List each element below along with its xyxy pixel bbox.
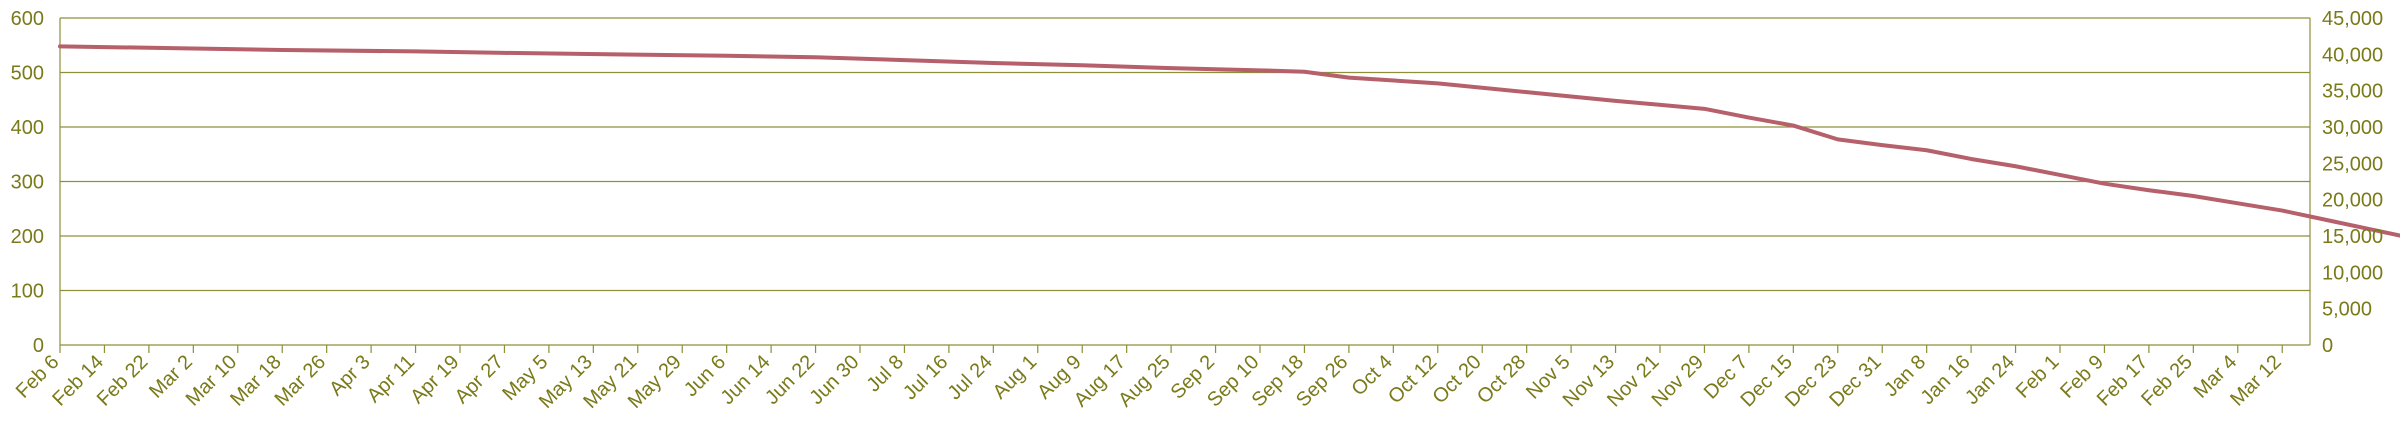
x-tick-label: Oct 20 [1429,351,1486,408]
x-tick-label: Jun 14 [717,351,775,409]
y-tick-label: 100 [11,281,44,303]
y2-tick-label: 30,000 [2322,117,2383,139]
x-tick-label: Apr 27 [451,351,508,408]
x-tick-label: Jun 30 [806,351,864,409]
x-tick-label: Apr 11 [363,351,419,407]
x-tick-label: Mar 12 [2226,351,2286,411]
grid [59,17,2311,346]
x-tick-label: Feb 22 [93,351,153,411]
y2-tick-label: 25,000 [2322,153,2383,175]
x-tick-label: Aug 1 [989,351,1042,404]
y-tick-label: 300 [11,172,44,194]
y2-tick-label: 35,000 [2322,81,2383,103]
x-tick-label: Jul 24 [944,351,997,404]
y-tick-label: 200 [11,226,44,248]
y2-tick-label: 0 [2322,335,2333,357]
x-tick-label: Jan 16 [1917,351,1975,409]
x-tick-label: Apr 19 [406,351,463,408]
y2-tick-label: 40,000 [2322,44,2383,66]
x-tick-label: Feb 25 [2137,351,2197,411]
x-tick-label: Feb 1 [2012,351,2064,403]
x-tick-label: Jan 24 [1961,351,2019,409]
x-tick-label: Jul 16 [899,351,952,404]
y2-tick-label: 10,000 [2322,262,2383,284]
x-tick-label: Jun 22 [761,351,819,409]
series-line-1 [58,44,2400,238]
y2-tick-label: 5,000 [2322,299,2372,321]
y-tick-label: 400 [11,117,44,139]
y-tick-label: 600 [11,8,44,30]
x-tick-label: Oct 12 [1384,351,1441,408]
x-tick-label: Oct 28 [1473,351,1530,408]
series [58,44,2400,238]
left-axis: 0 100 200 300 400 500 600 [11,8,44,357]
y2-tick-label: 45,000 [2322,8,2383,30]
y2-tick-label: 15,000 [2322,226,2383,248]
x-tick-label: Mar 26 [271,351,331,411]
y-tick-label: 500 [11,63,44,85]
y2-tick-label: 20,000 [2322,190,2383,212]
y-tick-label: 0 [33,335,44,357]
right-axis: 0 5,000 10,000 15,000 20,000 25,000 30,000 35,0… [2322,8,2383,357]
